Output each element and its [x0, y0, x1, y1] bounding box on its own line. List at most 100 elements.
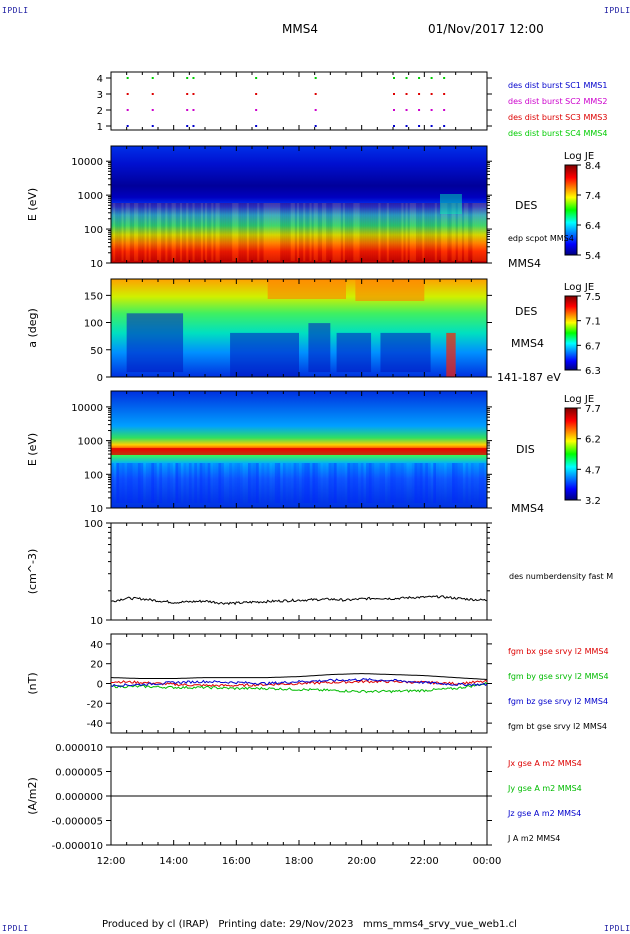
spectrogram-column: [420, 203, 423, 261]
dis-energy-colorbar-tick-label: 7.7: [585, 404, 601, 415]
spectrogram-column: [148, 463, 152, 503]
spectrogram-column: [401, 463, 404, 503]
spectrogram-column: [247, 463, 251, 503]
spectrogram-column: [113, 203, 116, 261]
spectrogram-column: [161, 203, 164, 261]
spectrogram-column: [344, 203, 348, 261]
spectrogram-column: [432, 203, 435, 261]
spectrogram-column: [272, 463, 275, 503]
spectrogram-column: [227, 203, 231, 261]
spectrogram-column: [223, 203, 226, 261]
spectrogram-column: [398, 463, 402, 503]
des-pitch-high-flux: [355, 279, 425, 301]
dis-energy-colorbar-tick-label: 4.7: [585, 465, 601, 476]
burst-mark: [192, 93, 195, 95]
des-energy-enhancement: [440, 194, 462, 214]
spectrogram-column: [351, 203, 354, 261]
spectrogram-column: [332, 203, 335, 261]
spectrogram-column: [182, 203, 185, 261]
spectrogram-column: [474, 203, 477, 261]
burst-mark: [314, 125, 317, 127]
spectrogram-column: [330, 203, 333, 261]
current-axis-tick-label: -0.000010: [52, 841, 103, 852]
spectrogram-column: [476, 463, 479, 503]
spectrogram-column: [267, 203, 270, 261]
spectrogram-column: [138, 203, 141, 261]
spectrogram-column: [234, 463, 238, 503]
spectrogram-column: [248, 203, 252, 261]
current-axis-tick-label: 0.000010: [55, 743, 103, 754]
spectrogram-column: [202, 203, 206, 261]
spectrogram-column: [282, 203, 285, 261]
spectrogram-column: [177, 203, 181, 261]
spectrogram-column: [258, 463, 262, 503]
spectrogram-column: [304, 463, 308, 503]
spectrogram-column: [226, 463, 230, 503]
spectrogram-column: [261, 463, 265, 503]
spectrogram-column: [205, 203, 208, 261]
spectrogram-column: [290, 463, 294, 503]
spectrogram-column: [436, 203, 440, 261]
spectrogram-column: [164, 463, 168, 503]
spectrogram-column: [244, 203, 247, 261]
spectrogram-column: [175, 203, 178, 261]
spectrogram-column: [374, 203, 377, 261]
spectrogram-column: [114, 463, 117, 503]
burst-mark: [393, 125, 395, 127]
spectrogram-column: [159, 463, 163, 503]
spectrogram-column: [137, 463, 141, 503]
current-series-label: Jy gse A m2 MMS4: [507, 784, 582, 793]
corner-mark-top-left: IPDLI: [2, 6, 29, 15]
spectrogram-column: [238, 203, 241, 261]
spectrogram-column: [324, 203, 327, 261]
spectrogram-column: [353, 203, 356, 261]
spectrogram-column: [152, 203, 155, 261]
spectrogram-column: [280, 203, 283, 261]
spectrogram-column: [386, 203, 389, 261]
spectrogram-column: [415, 203, 419, 261]
spectrogram-column: [374, 463, 377, 503]
spectrogram-column: [243, 463, 246, 503]
des-pitch-colorbar-title: Log JE: [564, 282, 594, 293]
burst-mark: [314, 109, 317, 111]
spectrogram-column: [395, 463, 399, 503]
spectrogram-column: [449, 463, 453, 503]
spectrogram-column: [173, 203, 176, 261]
spectrogram-column: [417, 463, 420, 503]
spectrogram-column: [321, 203, 325, 261]
spectrogram-column: [211, 203, 214, 261]
spectrogram-column: [132, 463, 136, 503]
spectrogram-column: [473, 463, 477, 503]
burst-mark: [405, 109, 408, 111]
spectrogram-column: [365, 203, 369, 261]
spectrogram-column: [173, 463, 176, 503]
des-energy-colorbar-tick-label: 7.4: [585, 191, 601, 202]
spectrogram-column: [433, 463, 436, 503]
spectrogram-column: [459, 203, 463, 261]
spectrogram-column: [447, 203, 450, 261]
density-series-line: [110, 595, 488, 606]
spectrogram-column: [311, 203, 314, 261]
spectrogram-column: [339, 463, 342, 503]
burst-mark: [430, 125, 433, 127]
spectrogram-column: [480, 203, 483, 261]
spectrogram-column: [256, 463, 259, 503]
des-energy-spacecraft: MMS4: [508, 257, 541, 270]
spectrogram-column: [276, 203, 279, 261]
spectrogram-column: [379, 463, 383, 503]
spectrogram-column: [384, 203, 387, 261]
bfield-series-line: [110, 677, 488, 688]
spectrogram-column: [167, 463, 171, 503]
spectrogram-column: [263, 203, 266, 261]
spectrogram-column: [338, 203, 341, 261]
panel-frame: [110, 71, 488, 131]
spectrogram-column: [368, 463, 372, 503]
spectrogram-column: [443, 203, 446, 261]
spectrogram-column: [484, 463, 488, 503]
des-energy-axis-tick-label: 100: [84, 225, 103, 236]
spectrogram-column: [299, 463, 302, 503]
spectrogram-column: [430, 203, 433, 261]
spectrogram-column: [131, 203, 135, 261]
spectrogram-column: [405, 203, 408, 261]
spectrogram-column: [223, 463, 227, 503]
